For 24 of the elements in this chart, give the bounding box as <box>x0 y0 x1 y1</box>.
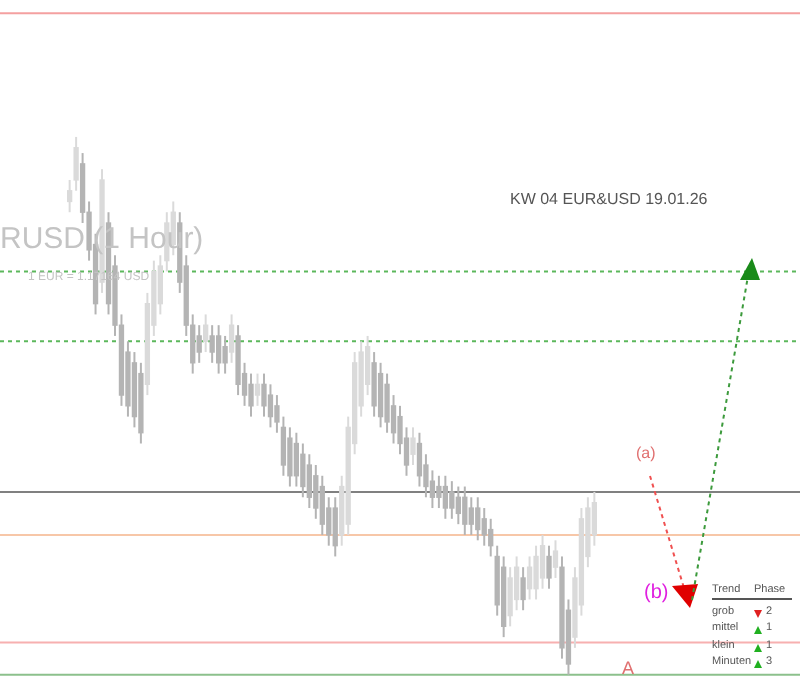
candlestick <box>436 474 442 510</box>
candlestick <box>546 544 552 590</box>
annotation: KW 04 EUR&USD 19.01.26 <box>510 190 708 208</box>
candlestick <box>215 324 222 375</box>
candlestick <box>222 334 228 375</box>
candlestick <box>552 539 559 579</box>
candlestick <box>455 485 461 526</box>
candlestick <box>520 566 526 612</box>
candlestick <box>209 324 215 364</box>
candlestick <box>468 496 474 536</box>
candlestick <box>526 555 533 601</box>
text: A <box>622 658 635 678</box>
candlestick <box>410 426 416 467</box>
candlestick <box>462 485 468 536</box>
candlestick <box>475 496 481 542</box>
candlestick <box>442 474 449 520</box>
candlestick <box>203 313 209 354</box>
candlestick <box>332 496 338 558</box>
candlestick <box>254 372 261 407</box>
text: (a) <box>636 444 656 462</box>
candlestick <box>449 480 455 520</box>
candlestick <box>228 313 235 364</box>
candlestick <box>196 324 202 364</box>
text: (b) <box>644 582 669 604</box>
